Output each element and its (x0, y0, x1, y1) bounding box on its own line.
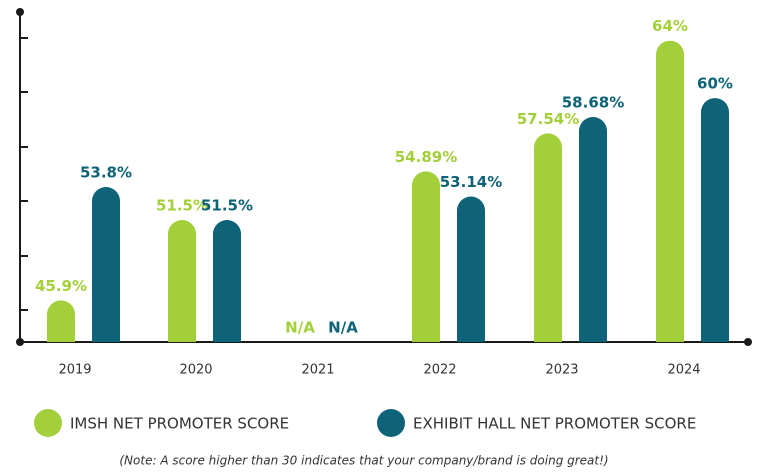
x-tick-label: 2020 (179, 363, 212, 378)
bar (168, 220, 196, 342)
axis-end (16, 8, 24, 16)
x-tick-label: 2021 (301, 363, 334, 378)
bar (213, 220, 241, 342)
value-label: 58.68% (562, 94, 624, 112)
axis-end (744, 338, 752, 346)
value-label: 53.14% (440, 173, 502, 191)
value-label: 45.9% (35, 277, 87, 295)
legend-swatch (34, 409, 62, 437)
value-label: 60% (697, 75, 733, 93)
value-label: 51.5% (201, 197, 253, 215)
bar (457, 196, 485, 342)
value-label: 57.54% (517, 110, 579, 128)
x-tick-label: 2019 (58, 363, 91, 378)
x-tick-label: 2023 (545, 363, 578, 378)
axis-origin (16, 338, 24, 346)
bar (656, 40, 684, 343)
axes (19, 12, 748, 343)
bar (579, 117, 607, 342)
bar (92, 187, 121, 342)
note: (Note: A score higher than 30 indicates … (119, 454, 608, 468)
value-label: 64% (652, 17, 688, 35)
x-tick-label: 2022 (423, 363, 456, 378)
bar (701, 98, 729, 342)
bar (534, 133, 562, 342)
legend-label: EXHIBIT HALL NET PROMOTER SCORE (413, 415, 696, 433)
value-label: 54.89% (395, 148, 457, 166)
value-label: N/A (285, 319, 315, 337)
value-label: N/A (328, 319, 358, 337)
x-tick-label: 2024 (667, 363, 700, 378)
value-label: 53.8% (80, 164, 132, 182)
value-label: 51.5% (156, 197, 208, 215)
legend-label: IMSH NET PROMOTER SCORE (70, 415, 289, 433)
legend-swatch (377, 409, 405, 437)
bar (412, 171, 440, 342)
bar (47, 300, 75, 342)
